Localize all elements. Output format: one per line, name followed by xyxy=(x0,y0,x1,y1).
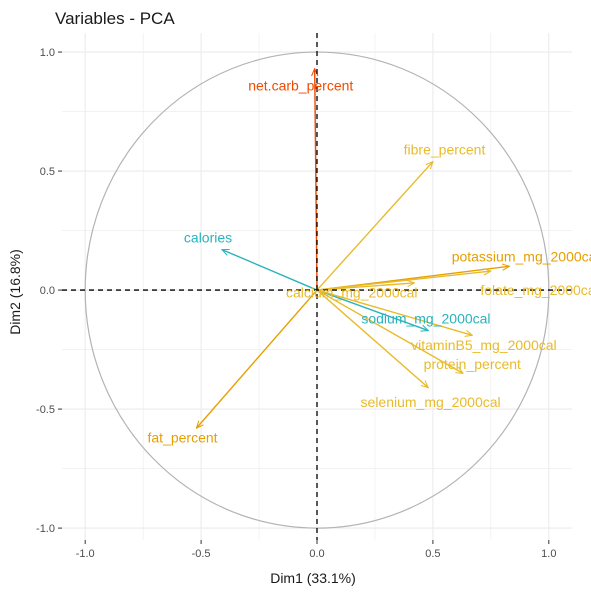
arrow-protein-percent xyxy=(316,289,463,373)
arrow-sodium-mg-2000cal xyxy=(316,289,428,330)
y-tick-label: 0.5 xyxy=(40,166,55,178)
variable-label-net-carb-percent: net.carb_percent xyxy=(248,77,353,93)
chart-title: Variables - PCA xyxy=(55,9,175,28)
x-axis-title: Dim1 (33.1%) xyxy=(270,570,356,586)
arrow-folate-mg-2000cal xyxy=(316,271,491,291)
variable-label-selenium-mg-2000cal: selenium_mg_2000cal xyxy=(361,394,501,410)
variable-label-fibre-percent: fibre_percent xyxy=(404,142,486,158)
variable-label-fat-percent: fat_percent xyxy=(148,430,218,446)
arrow-calories xyxy=(222,248,318,291)
x-tick-label: 0.0 xyxy=(309,548,324,560)
variable-label-calories: calories xyxy=(184,230,232,246)
arrow-selenium-mg-2000cal xyxy=(316,289,428,388)
plot-panel: net.carb_percent fibre_percent calories pot… xyxy=(62,33,591,540)
y-axis-title: Dim2 (16.8%) xyxy=(7,249,23,335)
arrow-fat-percent xyxy=(196,289,318,428)
y-tick-label: -1.0 xyxy=(36,523,55,535)
x-tick-label: 0.5 xyxy=(425,548,440,560)
y-tick-label: 0.0 xyxy=(40,285,55,297)
x-tick-label: -1.0 xyxy=(76,548,95,560)
variable-label-calcium-mg-2000cal: calcium_mg_2000cal xyxy=(286,284,418,300)
variable-label-protein-percent: protein_percent xyxy=(424,356,521,372)
y-tick-label: -0.5 xyxy=(36,404,55,416)
arrow-fibre-percent xyxy=(316,162,433,291)
y-tick-label: 1.0 xyxy=(40,47,55,59)
x-tick-label: -0.5 xyxy=(192,548,211,560)
variable-label-vitaminb5-mg-2000cal: vitaminB5_mg_2000cal xyxy=(411,337,557,353)
arrow-vitaminb5-mg-2000cal xyxy=(316,289,472,335)
variable-label-potassium-mg-2000cal: potassium_mg_2000cal xyxy=(452,249,591,265)
variable-label-sodium-mg-2000cal: sodium_mg_2000cal xyxy=(361,311,490,327)
arrow-calcium-mg-2000cal xyxy=(316,283,414,291)
x-tick-label: 1.0 xyxy=(541,548,556,560)
variable-label-folate-mg-2000cal: folate_mg_2000cal xyxy=(480,282,591,298)
